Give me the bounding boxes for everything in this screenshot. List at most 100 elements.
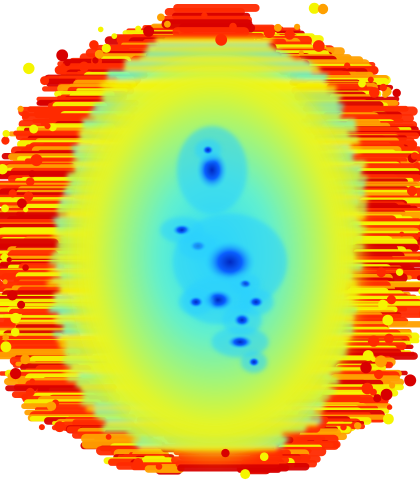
scatter-dot	[21, 110, 30, 119]
scatter-dot	[17, 198, 27, 209]
scatter-dot	[38, 424, 45, 431]
scatter-dot	[25, 177, 35, 186]
scatter-dot	[164, 20, 171, 28]
scatter-dot	[379, 83, 387, 92]
scatter-dot	[417, 231, 420, 238]
scatter-dot	[263, 26, 275, 38]
scatter-dot	[17, 300, 26, 309]
scatter-dot	[375, 355, 387, 368]
scatter-dot	[48, 123, 57, 132]
scatter-dot	[89, 40, 99, 50]
scatter-dot	[10, 368, 22, 380]
scatter-dot	[369, 388, 377, 396]
scatter-dot	[221, 448, 230, 458]
scatter-dot	[317, 3, 329, 15]
scatter-dot	[380, 388, 393, 401]
scatter-dot	[410, 152, 419, 160]
scatter-dot	[259, 452, 269, 462]
dense-cores	[160, 126, 288, 373]
scatter-dot	[101, 43, 111, 53]
scatter-dot	[395, 268, 404, 276]
scatter-dot	[6, 257, 12, 263]
scatter-dot	[94, 49, 104, 59]
scatter-dot	[274, 23, 282, 32]
scatter-dot	[23, 207, 29, 213]
scatter-dot	[54, 421, 66, 433]
scatter-dot	[20, 354, 31, 365]
scatter-dot	[30, 154, 43, 167]
scatter-dot	[378, 299, 388, 310]
scatter-dot	[386, 295, 396, 305]
scatter-dot	[308, 2, 320, 14]
density-core	[233, 313, 251, 327]
scatter-dot	[240, 469, 251, 480]
scatter-dot	[44, 122, 51, 130]
scatter-dot	[360, 361, 372, 374]
scatter-dot	[10, 327, 20, 337]
scatter-dot	[105, 434, 112, 440]
scatter-dot	[298, 50, 304, 56]
scatter-dot	[157, 13, 165, 22]
scatter-dot	[0, 279, 3, 288]
scatter-dot	[155, 463, 163, 470]
scatter-dot	[229, 22, 237, 31]
scatter-dot	[358, 79, 366, 88]
scatter-dot	[0, 164, 8, 175]
scatter-dot	[314, 435, 323, 445]
scatter-dot	[22, 264, 29, 272]
scatter-dot	[386, 404, 393, 410]
scatter-dot	[135, 25, 142, 32]
scatter-dot	[23, 62, 35, 75]
outer-streaks	[0, 4, 420, 475]
density-core	[227, 335, 253, 349]
scatter-dot	[29, 378, 36, 385]
scatter-dot	[374, 369, 384, 380]
scatter-dot	[399, 231, 405, 237]
scatter-dot	[383, 413, 394, 425]
scatter-dot	[2, 334, 10, 341]
scatter-dot	[0, 341, 12, 353]
scatter-dot	[369, 87, 380, 98]
scatter-dot	[362, 350, 374, 361]
scatter-dot	[354, 422, 362, 430]
scatter-dot	[392, 88, 401, 98]
scatter-dot	[111, 33, 118, 39]
scatter-dot	[7, 290, 18, 301]
scatter-dot	[340, 424, 347, 431]
scatter-dot	[92, 57, 99, 64]
scatter-dot	[10, 312, 21, 324]
scatter-dot	[1, 204, 9, 213]
scatter-dot	[0, 253, 9, 261]
scatter-dot	[64, 59, 71, 67]
scatter-dot	[17, 105, 24, 112]
scatter-dot	[344, 62, 351, 69]
scatter-dot	[2, 279, 8, 285]
scatter-dot	[284, 29, 295, 40]
density-core	[188, 296, 204, 308]
density-core	[204, 240, 256, 284]
scatter-dot	[56, 49, 69, 62]
scatter-dot	[46, 401, 57, 411]
scatter-dot	[367, 335, 380, 347]
scatter-dot	[413, 162, 420, 169]
scatter-dot	[373, 394, 382, 403]
scatter-dot	[8, 189, 17, 198]
density-core	[248, 357, 260, 367]
scatter-dot	[407, 185, 417, 196]
scatter-dot	[384, 333, 394, 344]
scatter-dot	[215, 33, 228, 46]
scatter-dot	[2, 130, 10, 138]
density-streak	[177, 464, 290, 472]
scatter-dot	[1, 136, 10, 145]
scatter-dot	[40, 76, 50, 86]
scatter-dot	[25, 387, 35, 397]
scatter-dot	[294, 23, 301, 30]
scatter-dot	[28, 170, 36, 178]
scatter-dot	[143, 25, 155, 37]
density-streak	[144, 465, 182, 473]
density-core	[248, 296, 264, 308]
scatter-dot	[78, 61, 90, 72]
scatter-dot	[376, 267, 387, 278]
scatter-dot	[97, 26, 104, 33]
scatter-dot	[312, 40, 325, 52]
